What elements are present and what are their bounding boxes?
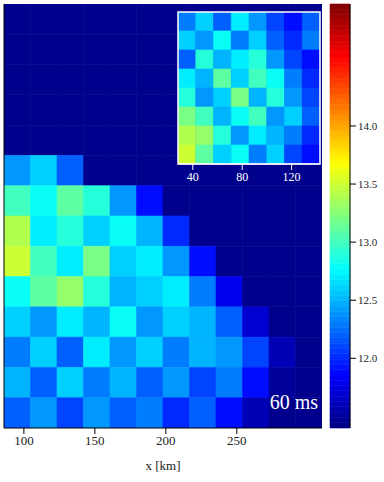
svg-text:x [km]: x [km] bbox=[145, 458, 180, 473]
svg-text:13.0: 13.0 bbox=[358, 236, 378, 248]
svg-text:250: 250 bbox=[227, 433, 247, 448]
html-text:60 ms: 60 ms bbox=[269, 391, 318, 413]
svg-text:150: 150 bbox=[85, 433, 105, 448]
svg-text:100: 100 bbox=[14, 433, 34, 448]
svg-text:40: 40 bbox=[187, 170, 199, 184]
svg-text:13.5: 13.5 bbox=[358, 178, 378, 190]
svg-text:12.5: 12.5 bbox=[358, 294, 378, 306]
svg-text:12.0: 12.0 bbox=[358, 352, 378, 364]
svg-text:200: 200 bbox=[156, 433, 176, 448]
svg-text:120: 120 bbox=[283, 170, 301, 184]
svg-text:14.0: 14.0 bbox=[358, 120, 378, 132]
svg-text:80: 80 bbox=[236, 170, 248, 184]
